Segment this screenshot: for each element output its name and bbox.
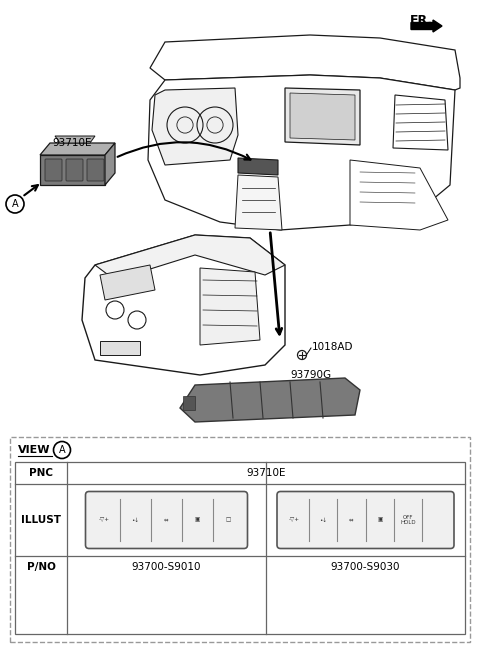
FancyBboxPatch shape bbox=[277, 491, 454, 548]
Text: A: A bbox=[12, 199, 18, 209]
Polygon shape bbox=[148, 75, 455, 230]
FancyBboxPatch shape bbox=[45, 159, 62, 181]
Bar bbox=[183, 396, 195, 410]
FancyBboxPatch shape bbox=[85, 491, 248, 548]
Text: 1018AD: 1018AD bbox=[312, 342, 353, 352]
Bar bbox=[10, 437, 470, 642]
Polygon shape bbox=[95, 235, 285, 280]
Polygon shape bbox=[393, 95, 448, 150]
Polygon shape bbox=[290, 93, 355, 140]
Bar bbox=[100, 341, 140, 355]
Polygon shape bbox=[82, 235, 285, 375]
Text: A: A bbox=[59, 445, 65, 455]
Text: •↓: •↓ bbox=[319, 518, 327, 522]
Polygon shape bbox=[200, 268, 260, 345]
Text: •↓: •↓ bbox=[132, 518, 140, 522]
Text: 93700-S9030: 93700-S9030 bbox=[331, 562, 400, 572]
Polygon shape bbox=[40, 143, 115, 155]
Polygon shape bbox=[150, 35, 460, 90]
Text: ⇔: ⇔ bbox=[164, 518, 169, 522]
Polygon shape bbox=[285, 88, 360, 145]
Polygon shape bbox=[100, 265, 155, 300]
Polygon shape bbox=[180, 378, 360, 422]
Text: □: □ bbox=[226, 518, 231, 522]
Text: 93700-S9010: 93700-S9010 bbox=[132, 562, 201, 572]
Text: -▽+: -▽+ bbox=[99, 518, 110, 522]
Text: PNC: PNC bbox=[29, 468, 53, 478]
Text: 93710E: 93710E bbox=[246, 468, 286, 478]
Text: 93710E: 93710E bbox=[52, 138, 92, 148]
Text: 93790G: 93790G bbox=[290, 370, 331, 380]
Text: -▽+: -▽+ bbox=[289, 518, 300, 522]
Bar bbox=[15, 462, 465, 634]
Text: FR.: FR. bbox=[410, 14, 433, 27]
Text: ▣: ▣ bbox=[195, 518, 200, 522]
FancyArrow shape bbox=[411, 20, 442, 32]
Text: ▣: ▣ bbox=[377, 518, 382, 522]
Text: ⇔: ⇔ bbox=[349, 518, 354, 522]
Polygon shape bbox=[235, 175, 282, 230]
Polygon shape bbox=[350, 160, 448, 230]
Polygon shape bbox=[40, 155, 105, 185]
FancyBboxPatch shape bbox=[87, 159, 104, 181]
Text: OFF
HOLD: OFF HOLD bbox=[400, 514, 416, 525]
Text: VIEW: VIEW bbox=[18, 445, 50, 455]
Text: P/NO: P/NO bbox=[26, 562, 55, 572]
Polygon shape bbox=[152, 88, 238, 165]
Polygon shape bbox=[105, 143, 115, 185]
Polygon shape bbox=[55, 136, 95, 143]
FancyBboxPatch shape bbox=[66, 159, 83, 181]
Text: ILLUST: ILLUST bbox=[21, 515, 61, 525]
Polygon shape bbox=[238, 158, 278, 175]
